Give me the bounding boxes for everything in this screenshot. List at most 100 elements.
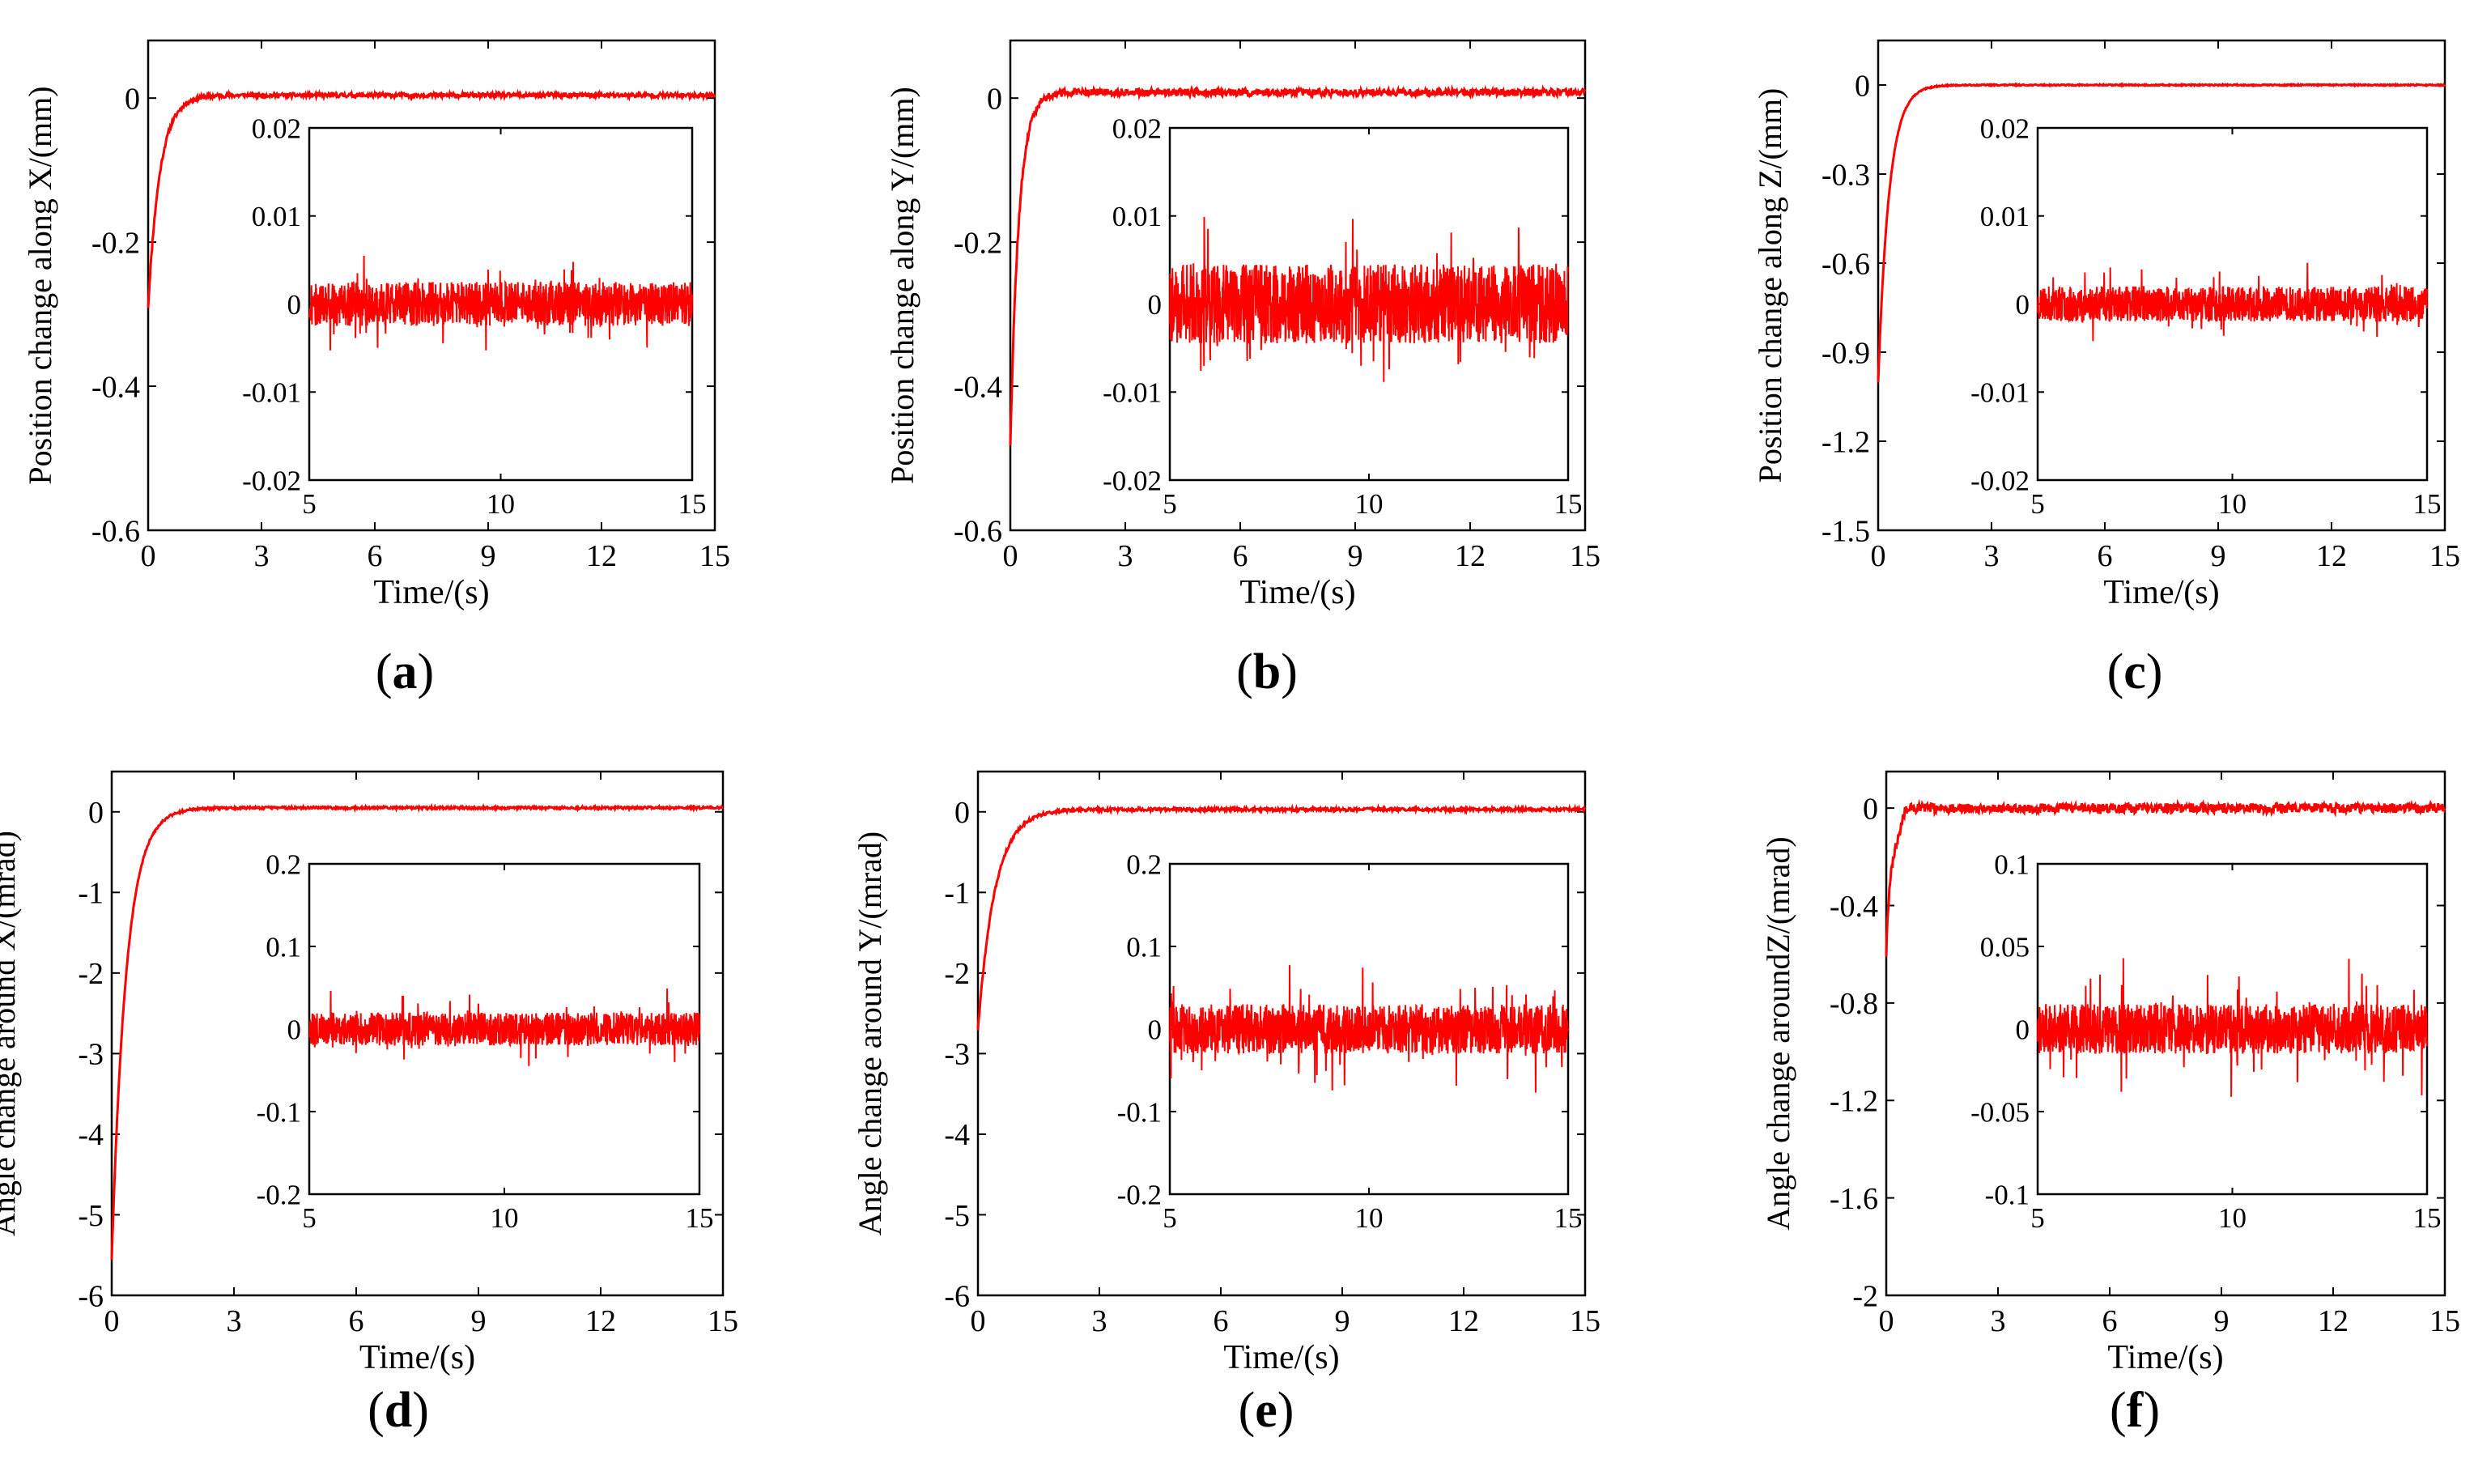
panel-e-main-xtick-label: 15 — [1570, 1304, 1600, 1338]
panel-d-main-xtick-label: 15 — [708, 1304, 738, 1338]
panel-f-inset-xtick-label: 5 — [2030, 1202, 2045, 1234]
panel-a-label: (a) — [376, 644, 434, 699]
panel-f-inset-xtick-label: 15 — [2413, 1202, 2442, 1234]
panel-c-main-xtick-label: 6 — [2098, 539, 2113, 573]
panel-d-main-xtick-label: 0 — [104, 1304, 120, 1338]
panel-e-response-line — [976, 803, 1587, 1031]
panel-a-main-xtick-label: 9 — [481, 539, 496, 573]
panel-d-main-ytick-label: -3 — [78, 1038, 104, 1072]
panel-e-inset-ytick-label: -0.2 — [1117, 1179, 1162, 1210]
panel-b-inset-line — [1169, 216, 1569, 382]
panel-a-inset-ytick-label: 0 — [287, 289, 302, 321]
panel-d-inset-ytick-label: 0.1 — [266, 931, 301, 963]
panel-f-inset-line — [2037, 958, 2428, 1097]
panel-a-main-frame — [147, 39, 716, 532]
panel-c-xlabel: Time/(s) — [2103, 574, 2219, 611]
panel-b-inset-ytick-label: 0.02 — [1112, 113, 1162, 144]
panel-f-main-xtick-label: 6 — [2102, 1304, 2118, 1338]
panel-a-main-ytick-label: 0 — [125, 82, 140, 116]
panel-b-response-line — [1009, 84, 1587, 446]
panel-d-xlabel: Time/(s) — [359, 1339, 475, 1376]
panel-c-label-letter: c — [2123, 644, 2146, 699]
panel-c-main-ytick-label: -0.3 — [1821, 158, 1870, 192]
panel-b-inset-xtick-label: 15 — [1554, 488, 1583, 520]
panel-e-main-xtick-label: 9 — [1335, 1304, 1350, 1338]
panel-c-main-ytick-label: 0 — [1855, 69, 1870, 103]
panel-d-main-ytick-label: -5 — [78, 1199, 104, 1233]
panel-f-label-letter: f — [2127, 1383, 2145, 1438]
panel-b-main-xtick-label: 3 — [1118, 539, 1133, 573]
panel-f-main-xtick-label: 0 — [1879, 1304, 1894, 1338]
panel-b-main-ytick-label: -0.2 — [954, 226, 1002, 260]
panel-f-main-ytick-label: -0.8 — [1830, 987, 1878, 1021]
panel-a-inset-xtick-label: 10 — [487, 488, 515, 520]
panel-e-inset-ytick-label: 0.2 — [1126, 848, 1162, 880]
panel-d-main-xtick-label: 12 — [585, 1304, 616, 1338]
panel-a-main-xtick-label: 0 — [141, 539, 156, 573]
panel-c-inset-line — [2037, 262, 2428, 342]
panel-a-main-ytick-label: -0.4 — [91, 370, 140, 404]
panel-c-main-xtick-label: 15 — [2429, 539, 2460, 573]
panel-f-main-ytick-label: -1.6 — [1830, 1182, 1878, 1216]
panel-d-label: (d) — [368, 1383, 429, 1438]
panel-c-main-frame — [1877, 39, 2446, 532]
panel-b-inset-xtick-label: 10 — [1355, 488, 1384, 520]
panel-e-main-ytick-label: 0 — [954, 796, 970, 830]
panel-c-main-ytick-label: -1.5 — [1821, 514, 1870, 548]
panel-a-main-ytick-label: -0.2 — [91, 226, 140, 260]
panel-e-inset-ytick-label: 0.1 — [1126, 931, 1162, 963]
panel-a-main-xtick-label: 6 — [368, 539, 383, 573]
panel-f-label: (f) — [2110, 1383, 2160, 1438]
panel-f-main-ytick-label: -2 — [1852, 1279, 1878, 1313]
panel-b-inset-ytick-label: -0.02 — [1103, 465, 1162, 496]
panel-c-label: (c) — [2107, 644, 2163, 699]
panel-e-main-ytick-label: -4 — [944, 1118, 970, 1152]
panel-a-inset-xtick-label: 5 — [302, 488, 317, 520]
panel-f-main-frame — [1885, 770, 2446, 1297]
panel-e-main-ytick-label: -5 — [944, 1199, 970, 1233]
panel-d-inset-ytick-label: 0.2 — [266, 848, 301, 880]
panel-c-inset-ytick-label: 0 — [2016, 289, 2030, 321]
panel-a-main-xtick-label: 15 — [699, 539, 730, 573]
panel-e-ylabel: Angle change around Y/(mrad) — [852, 831, 888, 1235]
panel-d-inset-xtick-label: 10 — [491, 1202, 519, 1234]
panel-e-main-ytick-label: -1 — [944, 877, 970, 911]
panel-e-main-ytick-label: -3 — [944, 1038, 970, 1072]
panel-f-main-xtick-label: 3 — [1991, 1304, 2006, 1338]
panel-d-label-letter: d — [385, 1383, 412, 1438]
panel-b-xlabel: Time/(s) — [1239, 574, 1355, 611]
panel-e-main-xtick-label: 6 — [1214, 1304, 1229, 1338]
panel-f-ylabel: Angle change aroundZ/(mrad) — [1760, 836, 1796, 1230]
panel-f-inset-ytick-label: -0.05 — [1970, 1096, 2030, 1128]
panel-a-main-xtick-label: 3 — [254, 539, 270, 573]
panel-c-main-xtick-label: 0 — [1871, 539, 1886, 573]
panel-b-inset-xtick-label: 5 — [1163, 488, 1177, 520]
panel-f-inset-ytick-label: 0 — [2016, 1014, 2030, 1045]
panel-d-inset-ytick-label: -0.2 — [257, 1179, 301, 1210]
panel-d-main-xtick-label: 9 — [471, 1304, 487, 1338]
panel-f-xlabel: Time/(s) — [2107, 1339, 2223, 1376]
panel-b-main-xtick-label: 12 — [1455, 539, 1486, 573]
panel-b-main-xtick-label: 9 — [1348, 539, 1363, 573]
panel-a-inset-ytick-label: -0.01 — [242, 377, 301, 409]
panel-e-inset-ytick-label: -0.1 — [1117, 1096, 1162, 1128]
panel-e-xlabel: Time/(s) — [1223, 1339, 1339, 1376]
panel-d-inset-ytick-label: -0.1 — [257, 1096, 301, 1128]
panel-a-inset-ytick-label: -0.02 — [242, 465, 301, 496]
panel-e-label: (e) — [1239, 1383, 1294, 1438]
panel-f-main-ytick-label: -0.4 — [1830, 890, 1878, 924]
panel-b-main-frame — [1009, 39, 1587, 532]
panel-c-inset-xtick-label: 15 — [2413, 488, 2442, 520]
panel-d-main-ytick-label: -1 — [78, 877, 104, 911]
panel-c-main-xtick-label: 9 — [2211, 539, 2226, 573]
panel-a-inset-ytick-label: 0.01 — [252, 201, 301, 232]
panel-e-main-xtick-label: 3 — [1092, 1304, 1107, 1338]
panel-e-main-ytick-label: -6 — [944, 1279, 970, 1313]
panel-f-inset-xtick-label: 10 — [2218, 1202, 2247, 1234]
panel-e-main-xtick-label: 0 — [971, 1304, 986, 1338]
panel-d-main-ytick-label: -4 — [78, 1118, 104, 1152]
panel-b-main-ytick-label: -0.6 — [954, 514, 1002, 548]
panel-d-inset-line — [308, 988, 700, 1066]
panel-a-inset-ytick-label: 0.02 — [252, 113, 301, 144]
